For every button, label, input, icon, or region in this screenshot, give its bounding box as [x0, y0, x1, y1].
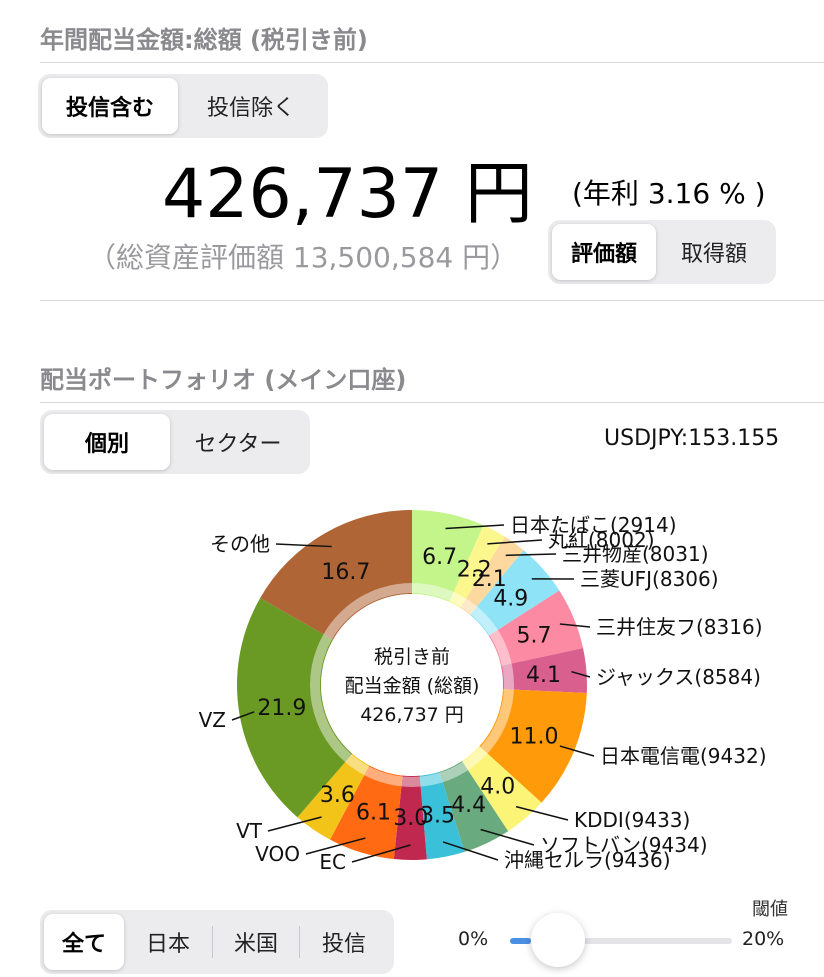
slice-value-label: 2.2 — [457, 558, 492, 583]
donut-slice[interactable] — [412, 510, 484, 602]
fund-toggle-include-option[interactable]: 投信含む — [42, 78, 178, 134]
slice-value-label: 4.4 — [451, 793, 486, 818]
slice-value-label: 16.7 — [321, 560, 370, 585]
slice-name-label: VZ — [199, 708, 226, 732]
divider — [40, 300, 824, 301]
donut-slice[interactable] — [488, 590, 584, 666]
fund-toggle-exclude-option[interactable]: 投信除く — [206, 96, 295, 121]
view-toggle: 個別 セクター — [40, 410, 310, 474]
total-assets-value: （総資産評価額 13,500,584 円） — [88, 241, 519, 274]
donut-slice[interactable] — [460, 536, 524, 615]
region-tab-all[interactable]: 全て — [44, 914, 124, 970]
donut-slice[interactable] — [419, 771, 465, 860]
slice-leader-line — [505, 553, 557, 557]
center-text-line2: 配当金額 (総額) — [345, 675, 480, 697]
slice-name-label: ソフトバン(9434) — [540, 833, 708, 857]
slice-leader-line — [515, 805, 569, 821]
region-tabs: 全て 日本 米国 投信 — [40, 910, 394, 974]
slice-leader-line — [231, 711, 255, 721]
annual-dividend-amount: 426,737 円 — [162, 155, 533, 234]
slice-value-label: 4.9 — [493, 586, 528, 611]
slice-value-label: 6.1 — [356, 800, 391, 825]
region-tab-japan[interactable]: 日本 — [145, 932, 190, 957]
slice-value-label: 11.0 — [510, 724, 559, 749]
view-toggle-individual-option[interactable]: 個別 — [44, 414, 170, 470]
threshold-min-label: 0% — [458, 928, 489, 950]
donut-slice[interactable] — [260, 510, 412, 640]
slice-leader-line — [571, 670, 591, 678]
slice-name-label: 三井物産(8031) — [562, 542, 709, 566]
center-text-line1: 税引き前 — [374, 646, 450, 668]
slice-name-label: 三菱UFJ(8306) — [580, 567, 719, 591]
slice-name-label: KDDI(9433) — [574, 808, 690, 832]
slice-leader-line — [559, 623, 591, 628]
slice-leader-line — [442, 841, 499, 861]
slice-value-label: 4.1 — [526, 663, 561, 688]
basis-toggle-cost-option[interactable]: 取得額 — [680, 242, 747, 267]
donut-slice[interactable] — [393, 775, 427, 860]
basis-toggle: 評価額 取得額 — [548, 220, 776, 284]
view-toggle-sector-option[interactable]: セクター — [194, 432, 282, 457]
slice-leader-line — [559, 745, 595, 757]
donut-slice[interactable] — [479, 689, 587, 803]
threshold-slider-track[interactable] — [510, 938, 732, 944]
slice-name-label: 沖縄セルラ(9436) — [504, 848, 671, 872]
donut-slice[interactable] — [470, 550, 560, 636]
slice-value-label: 4.0 — [480, 774, 515, 799]
slice-name-label: 丸紅(8002) — [548, 528, 655, 552]
slice-leader-line — [351, 844, 411, 863]
region-tab-us[interactable]: 米国 — [233, 932, 278, 957]
slice-leader-line — [445, 524, 505, 530]
slice-leader-line — [267, 816, 322, 832]
region-tab-funds[interactable]: 投信 — [321, 932, 366, 957]
portfolio-section-title: 配当ポートフォリオ (メイン口座) — [40, 366, 407, 394]
slice-value-label: 3.0 — [393, 806, 428, 831]
dividend-section-title: 年間配当金額:総額 (税引き前) — [40, 26, 368, 54]
slice-value-label: 5.7 — [517, 624, 552, 649]
donut-slice[interactable] — [462, 746, 542, 832]
slice-name-label: その他 — [210, 532, 270, 556]
slice-name-label: ジャックス(8584) — [596, 665, 761, 689]
slice-leader-line — [480, 828, 535, 846]
tab-separator — [212, 926, 213, 958]
donut-slice[interactable] — [237, 597, 353, 818]
threshold-slider-fill — [510, 938, 531, 944]
threshold-slider-knob[interactable] — [530, 913, 585, 967]
slice-name-label: VOO — [255, 842, 300, 866]
divider — [40, 402, 824, 403]
tab-separator — [299, 926, 300, 958]
slice-name-label: VT — [236, 819, 263, 843]
annual-yield: (年利 3.16 % ) — [572, 177, 766, 210]
divider — [40, 62, 824, 63]
threshold-max-label: 20% — [742, 928, 785, 950]
slice-value-label: 3.5 — [420, 803, 455, 828]
donut-slice[interactable] — [449, 525, 505, 608]
donut-slice[interactable] — [500, 648, 587, 693]
donut-slice[interactable] — [439, 761, 509, 852]
fund-toggle: 投信含む 投信除く — [38, 74, 328, 138]
slice-leader-line — [305, 837, 366, 855]
slice-name-label: 三井住友フ(8316) — [596, 615, 763, 639]
donut-slice[interactable] — [330, 765, 403, 860]
center-text-line3: 426,737 円 — [360, 704, 464, 726]
usdjpy-rate: USDJPY:153.155 — [604, 426, 780, 451]
basis-toggle-valuation-option[interactable]: 評価額 — [552, 224, 656, 280]
slice-value-label: 2.1 — [472, 567, 507, 592]
slice-leader-line — [487, 539, 543, 545]
slice-value-label: 6.7 — [422, 545, 457, 570]
slice-value-label: 21.9 — [257, 696, 306, 721]
slice-value-label: 3.6 — [320, 783, 355, 808]
slice-leader-line — [275, 543, 332, 548]
donut-hole — [321, 594, 503, 776]
donut-inner-ring — [310, 583, 514, 787]
slice-name-label: EC — [319, 850, 346, 874]
threshold-label: 閾値 — [752, 899, 788, 920]
dividend-donut-chart: 6.72.22.14.9 5.7 4.1 11.0 4.04.43.53.06.13.6… — [199, 510, 767, 874]
slice-name-label: 日本電信電(9432) — [600, 744, 767, 768]
slice-name-label: 日本たばこ(2914) — [510, 513, 677, 537]
